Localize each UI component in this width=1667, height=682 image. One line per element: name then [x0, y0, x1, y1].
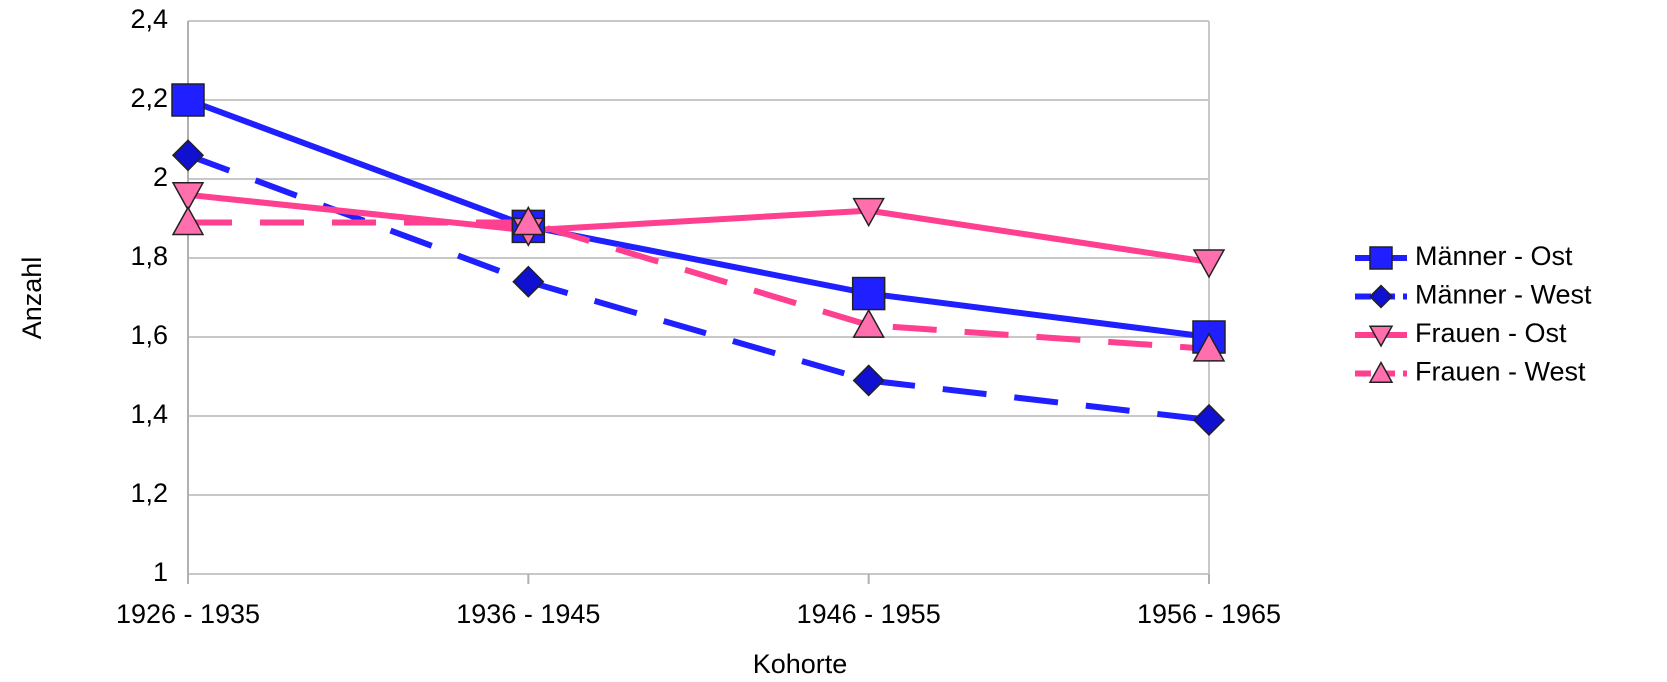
marker [171, 205, 205, 236]
legend-label: Frauen - Ost [1415, 318, 1567, 348]
y-tick-label: 2,4 [130, 4, 168, 34]
marker [852, 308, 885, 338]
legend-label: Männer - Ost [1415, 241, 1573, 271]
marker [852, 364, 885, 397]
x-tick-label: 1956 - 1965 [1137, 599, 1281, 629]
marker [1369, 246, 1393, 270]
y-tick-label: 2 [153, 162, 168, 192]
y-tick-label: 1 [153, 557, 168, 587]
marker [1368, 360, 1394, 384]
marker [171, 139, 205, 172]
marker [512, 205, 545, 236]
y-tick-label: 1,4 [130, 399, 168, 429]
x-tick-label: 1936 - 1945 [456, 599, 600, 629]
series-line [187, 191, 1210, 265]
y-tick-label: 1,8 [130, 241, 168, 271]
marker [171, 182, 205, 212]
y-tick-label: 1,2 [130, 478, 168, 508]
y-tick-label: 2,2 [130, 83, 168, 113]
marker [1368, 325, 1394, 348]
marker [1192, 249, 1226, 279]
marker [851, 276, 886, 311]
marker [512, 265, 545, 298]
y-axis-label: Anzahl [17, 257, 47, 340]
series-line [186, 152, 1210, 423]
x-tick-label: 1946 - 1955 [797, 599, 941, 629]
marker [1368, 284, 1394, 309]
marker [1192, 403, 1226, 437]
legend-label: Männer - West [1415, 280, 1592, 310]
series-line [188, 219, 1210, 352]
y-tick-label: 1,6 [130, 320, 168, 350]
x-tick-label: 1926 - 1935 [116, 599, 260, 629]
legend-label: Frauen - West [1415, 357, 1586, 387]
marker [1192, 332, 1226, 362]
x-axis-label: Kohorte [753, 649, 848, 679]
series-line [186, 97, 1210, 340]
marker [171, 83, 205, 117]
marker [852, 197, 885, 228]
